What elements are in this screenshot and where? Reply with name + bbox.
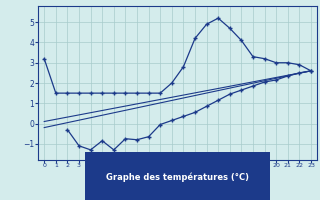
X-axis label: Graphe des températures (°C): Graphe des températures (°C) [106,173,249,182]
